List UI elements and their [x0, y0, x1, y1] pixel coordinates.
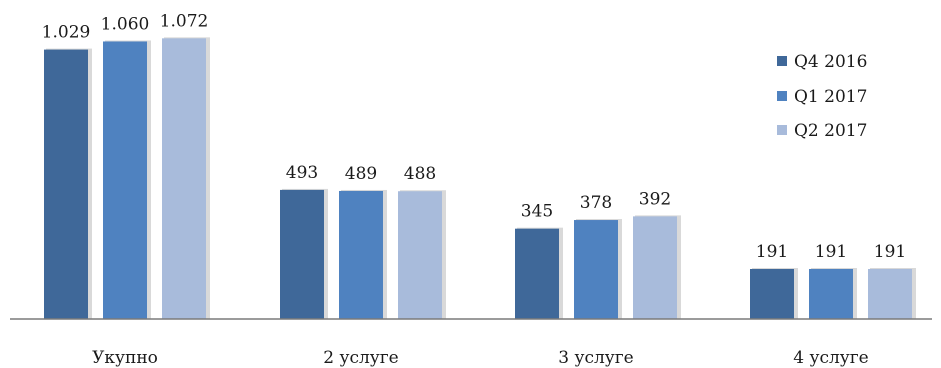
bar-3-2 [574, 220, 618, 319]
bar-value-label: 488 [404, 164, 436, 184]
category-label: Укупно [92, 348, 158, 368]
bar-value-label: 191 [874, 242, 906, 262]
bar-value-label: 493 [286, 163, 318, 183]
category-label: 2 услуге [323, 348, 399, 368]
bar-2-2 [339, 190, 383, 319]
bar-2-3 [398, 191, 442, 319]
bar-value-label: 1.072 [160, 11, 209, 31]
bar-4-3 [868, 268, 912, 319]
legend-label: Q4 2016 [794, 52, 867, 72]
bar-value-label: 191 [815, 242, 847, 262]
legend: Q4 2016 Q1 2017 Q2 2017 [777, 52, 867, 141]
bar-value-label: 378 [580, 193, 612, 213]
bar-value-label: 489 [345, 164, 377, 184]
bar-value-label: 1.029 [42, 23, 91, 43]
bar-1-3 [162, 38, 206, 320]
bar-value-label: 191 [756, 242, 788, 262]
bar-1-1 [44, 49, 88, 320]
bar-4-2 [809, 268, 853, 319]
bar-1-2 [103, 41, 147, 320]
bar-value-label: 1.060 [101, 14, 150, 34]
bar-4-1 [750, 268, 794, 319]
bar-3-3 [633, 216, 677, 319]
bar-value-label: 392 [639, 189, 671, 209]
legend-swatch [777, 91, 787, 101]
bar-2-1 [280, 189, 324, 319]
legend-label: Q2 2017 [794, 121, 867, 141]
bar-3-1 [515, 228, 559, 319]
legend-label: Q1 2017 [794, 87, 867, 107]
legend-swatch [777, 125, 787, 135]
bar-value-label: 345 [521, 202, 553, 222]
legend-swatch [777, 56, 787, 66]
category-label: 3 услуге [558, 348, 634, 368]
category-label: 4 услуге [793, 348, 869, 368]
